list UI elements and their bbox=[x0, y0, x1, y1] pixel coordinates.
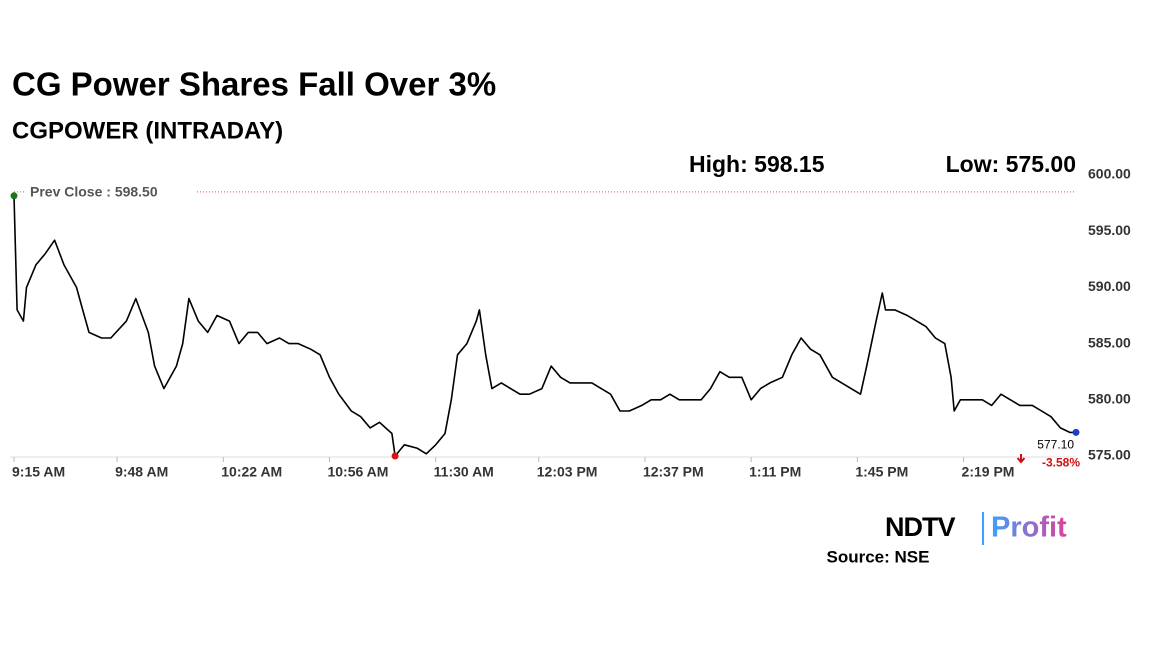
chart-title: CG Power Shares Fall Over 3% bbox=[12, 66, 496, 103]
source: Source: NSE bbox=[827, 547, 930, 566]
last-marker bbox=[1072, 428, 1080, 436]
last-price: 577.10 bbox=[1037, 438, 1074, 452]
prev-close-bg bbox=[24, 181, 196, 200]
x-tick-label: 12:37 PM bbox=[643, 464, 704, 480]
y-tick-label: 595.00 bbox=[1088, 222, 1131, 238]
y-tick-label: 600.00 bbox=[1088, 166, 1131, 182]
x-tick-label: 10:22 AM bbox=[221, 464, 282, 480]
x-tick-label: 1:45 PM bbox=[855, 464, 908, 480]
x-tick-label: 9:48 AM bbox=[115, 464, 168, 480]
x-tick-label: 12:03 PM bbox=[537, 464, 598, 480]
price-line bbox=[13, 195, 1076, 457]
y-tick-label: 580.00 bbox=[1088, 391, 1131, 407]
low-text: Low: 575.00 bbox=[946, 151, 1076, 177]
change-label: -3.58% bbox=[1042, 456, 1080, 470]
prev-close-label: Prev Close : 598.50 bbox=[30, 184, 158, 200]
x-tick-label: 1:11 PM bbox=[749, 464, 801, 480]
logo-product: Profit bbox=[991, 512, 1067, 544]
low-marker bbox=[391, 452, 399, 460]
x-tick-label: 11:30 AM bbox=[434, 464, 494, 480]
high-marker bbox=[10, 192, 18, 200]
x-tick-label: 9:15 AM bbox=[12, 464, 65, 480]
y-tick-label: 585.00 bbox=[1088, 334, 1131, 350]
x-tick-label: 10:56 AM bbox=[327, 464, 388, 480]
chart-subtitle: CGPOWER (INTRADAY) bbox=[12, 117, 283, 144]
down-arrow bbox=[1016, 454, 1026, 464]
x-tick-label: 2:19 PM bbox=[962, 464, 1015, 480]
y-tick-label: 590.00 bbox=[1088, 278, 1131, 294]
y-tick-label: 575.00 bbox=[1088, 447, 1131, 463]
high-text: High: 598.15 bbox=[689, 151, 825, 177]
logo-brand: NDTV bbox=[885, 512, 955, 542]
